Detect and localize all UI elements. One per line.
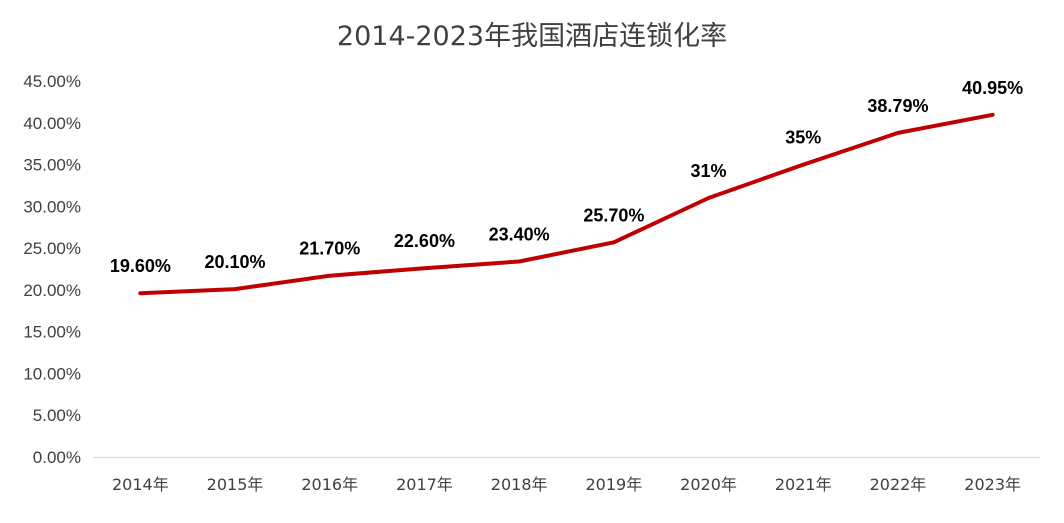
data-label: 40.95%: [962, 78, 1023, 98]
x-tick-label: 2015年: [207, 475, 264, 494]
data-point: [801, 163, 805, 167]
y-axis: 0.00% 5.00% 10.00% 15.00% 20.00% 25.00% 30.00%…: [23, 72, 81, 467]
x-tick-label: 2020年: [680, 475, 737, 494]
y-tick-label: 45.00%: [23, 72, 81, 91]
x-tick-label: 2023年: [964, 475, 1021, 494]
y-tick-label: 40.00%: [23, 114, 81, 133]
x-axis: 2014年 2015年 2016年 2017年 2018年 2019年 2020年 2021年…: [93, 457, 1040, 494]
data-point: [138, 291, 142, 295]
data-label: 35%: [785, 128, 821, 148]
y-tick-label: 35.00%: [23, 156, 81, 175]
data-point: [707, 196, 711, 200]
y-tick-label: 5.00%: [33, 406, 81, 425]
data-point: [422, 266, 426, 270]
y-tick-label: 30.00%: [23, 197, 81, 216]
chart-title: 2014-2023年我国酒店连锁化率: [337, 21, 727, 52]
data-label: 25.70%: [583, 205, 644, 225]
x-tick-label: 2018年: [491, 475, 548, 494]
data-point: [233, 287, 237, 291]
y-tick-label: 10.00%: [23, 364, 81, 383]
data-point: [328, 274, 332, 278]
data-labels: 19.60% 20.10% 21.70% 22.60% 23.40% 25.70% 31% 3…: [110, 78, 1023, 276]
x-tick-label: 2014年: [112, 475, 169, 494]
drop-lines: [139, 114, 994, 457]
y-tick-label: 15.00%: [23, 323, 81, 342]
x-tick-label: 2022年: [870, 475, 927, 494]
data-point: [991, 113, 995, 117]
data-label: 21.70%: [299, 239, 360, 259]
data-label: 22.60%: [394, 231, 455, 251]
x-tick-label: 2016年: [301, 475, 358, 494]
x-tick-label: 2017年: [396, 475, 453, 494]
x-tick-label: 2019年: [585, 475, 642, 494]
x-tick-label: 2021年: [775, 475, 832, 494]
series-line: [138, 112, 995, 296]
data-label: 38.79%: [867, 96, 928, 116]
y-tick-label: 25.00%: [23, 239, 81, 258]
y-tick-label: 0.00%: [33, 448, 81, 467]
y-tick-label: 20.00%: [23, 281, 81, 300]
series-line-group: [138, 112, 995, 296]
data-label: 19.60%: [110, 256, 171, 276]
data-point: [896, 131, 900, 135]
data-label: 23.40%: [489, 224, 550, 244]
data-label: 20.10%: [205, 252, 266, 272]
data-label: 31%: [691, 161, 727, 181]
data-point: [517, 259, 521, 263]
data-point: [612, 240, 616, 244]
